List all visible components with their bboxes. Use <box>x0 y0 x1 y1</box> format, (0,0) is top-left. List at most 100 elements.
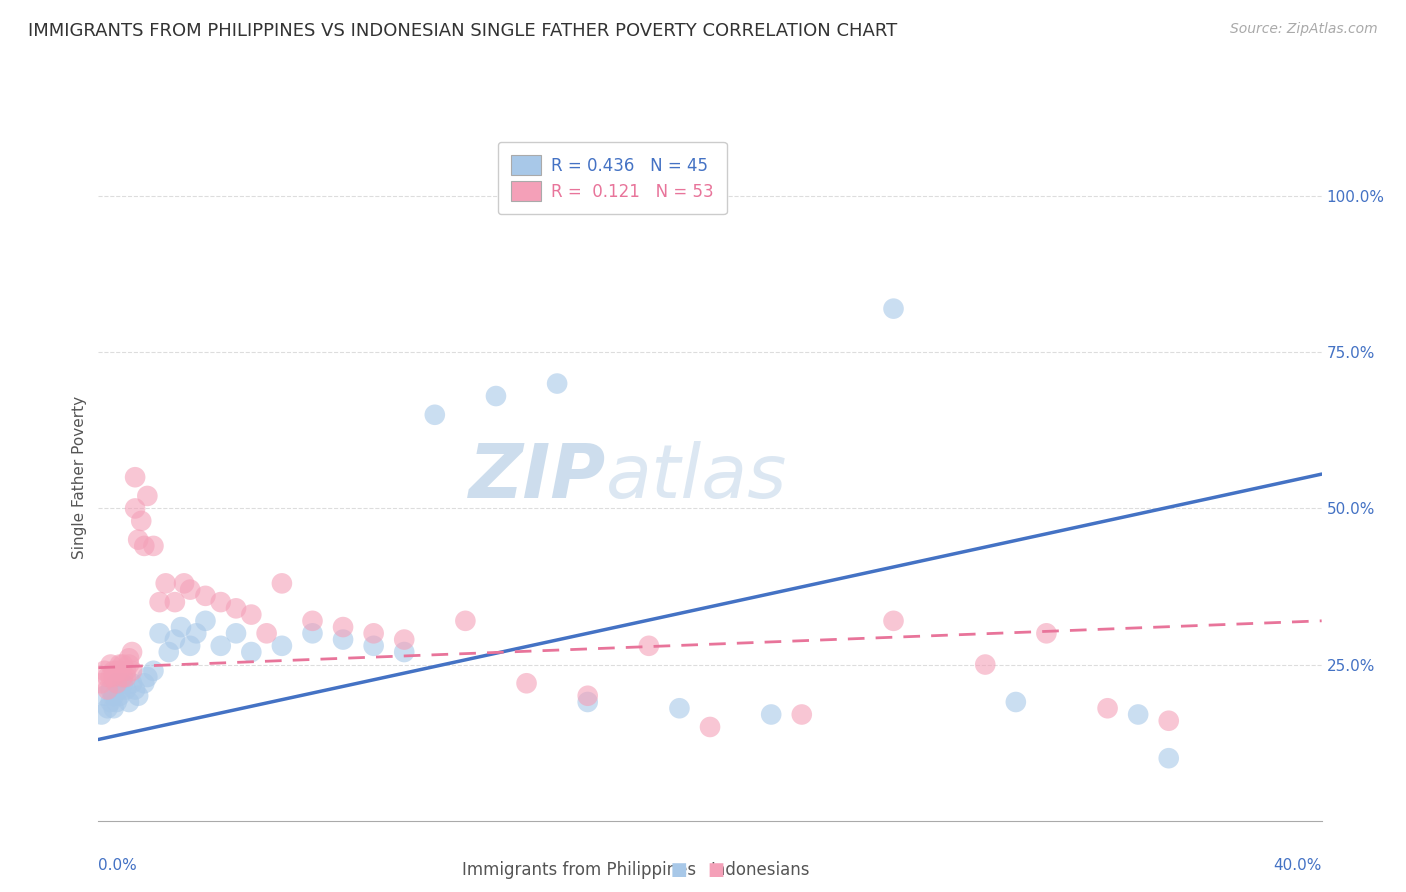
Point <box>108 657 131 672</box>
Point <box>883 614 905 628</box>
Text: Source: ZipAtlas.com: Source: ZipAtlas.com <box>1230 22 1378 37</box>
Text: Indonesians: Indonesians <box>710 861 810 879</box>
Point <box>103 689 125 703</box>
Point <box>270 639 292 653</box>
Point <box>115 664 138 678</box>
Point <box>115 670 138 684</box>
Point <box>546 376 568 391</box>
Text: ■: ■ <box>707 861 724 879</box>
Point <box>118 657 141 672</box>
Point <box>883 301 905 316</box>
Point <box>155 576 177 591</box>
Point <box>105 664 128 678</box>
Point <box>1128 707 1150 722</box>
Point <box>136 489 159 503</box>
Point <box>1157 751 1180 765</box>
Point <box>142 539 165 553</box>
Point <box>170 620 193 634</box>
Point <box>121 645 143 659</box>
Point <box>699 720 721 734</box>
Point <box>163 632 186 647</box>
Text: 40.0%: 40.0% <box>1274 858 1322 873</box>
Point <box>90 707 112 722</box>
Point <box>134 676 156 690</box>
Point <box>149 595 172 609</box>
Point <box>111 670 134 684</box>
Point <box>108 682 131 697</box>
Point <box>136 670 159 684</box>
Point <box>163 595 186 609</box>
Point <box>759 707 782 722</box>
Point <box>301 614 323 628</box>
Point <box>516 676 538 690</box>
Text: atlas: atlas <box>606 442 787 513</box>
Point <box>157 645 180 659</box>
Point <box>118 651 141 665</box>
Point <box>363 626 385 640</box>
Point <box>225 626 247 640</box>
Point <box>105 695 128 709</box>
Point <box>485 389 508 403</box>
Point <box>108 689 131 703</box>
Text: IMMIGRANTS FROM PHILIPPINES VS INDONESIAN SINGLE FATHER POVERTY CORRELATION CHAR: IMMIGRANTS FROM PHILIPPINES VS INDONESIA… <box>28 22 897 40</box>
Point <box>332 632 354 647</box>
Point <box>173 576 195 591</box>
Point <box>363 639 385 653</box>
Text: ■: ■ <box>665 861 693 879</box>
Point <box>576 689 599 703</box>
Text: ZIP: ZIP <box>468 441 606 514</box>
Point <box>127 689 149 703</box>
Point <box>1097 701 1119 715</box>
Point <box>637 639 661 653</box>
Text: Immigrants from Philippines: Immigrants from Philippines <box>461 861 696 879</box>
Point <box>149 626 172 640</box>
Point <box>105 676 128 690</box>
Point <box>124 501 146 516</box>
Point <box>668 701 690 715</box>
Point <box>97 701 120 715</box>
Point <box>103 701 125 715</box>
Point <box>121 676 143 690</box>
Point <box>179 639 201 653</box>
Point <box>454 614 477 628</box>
Y-axis label: Single Father Poverty: Single Father Poverty <box>72 396 87 558</box>
Point <box>209 639 232 653</box>
Point <box>97 670 120 684</box>
Point <box>392 632 416 647</box>
Point <box>240 645 263 659</box>
Point <box>301 626 323 640</box>
Point <box>1004 695 1026 709</box>
Point <box>127 533 149 547</box>
Point <box>240 607 263 622</box>
Point <box>256 626 278 640</box>
Point <box>124 470 146 484</box>
Point <box>270 576 292 591</box>
Text: 0.0%: 0.0% <box>98 858 138 873</box>
Point <box>392 645 416 659</box>
Point <box>423 408 446 422</box>
Point <box>108 664 131 678</box>
Point <box>100 682 122 697</box>
Point <box>115 682 138 697</box>
Point <box>105 676 128 690</box>
Point <box>1035 626 1057 640</box>
Point <box>194 589 217 603</box>
Point <box>93 664 115 678</box>
Point <box>93 689 115 703</box>
Point <box>790 707 813 722</box>
Point <box>1157 714 1180 728</box>
Point <box>194 614 217 628</box>
Point <box>90 676 112 690</box>
Point <box>100 695 122 709</box>
Point <box>124 682 146 697</box>
Point <box>134 539 156 553</box>
Point <box>209 595 232 609</box>
Point <box>186 626 208 640</box>
Point <box>111 657 134 672</box>
Point <box>111 676 134 690</box>
Point <box>100 657 122 672</box>
Legend: R = 0.436   N = 45, R =  0.121   N = 53: R = 0.436 N = 45, R = 0.121 N = 53 <box>498 142 727 214</box>
Point <box>332 620 354 634</box>
Point <box>97 682 120 697</box>
Point <box>179 582 201 597</box>
